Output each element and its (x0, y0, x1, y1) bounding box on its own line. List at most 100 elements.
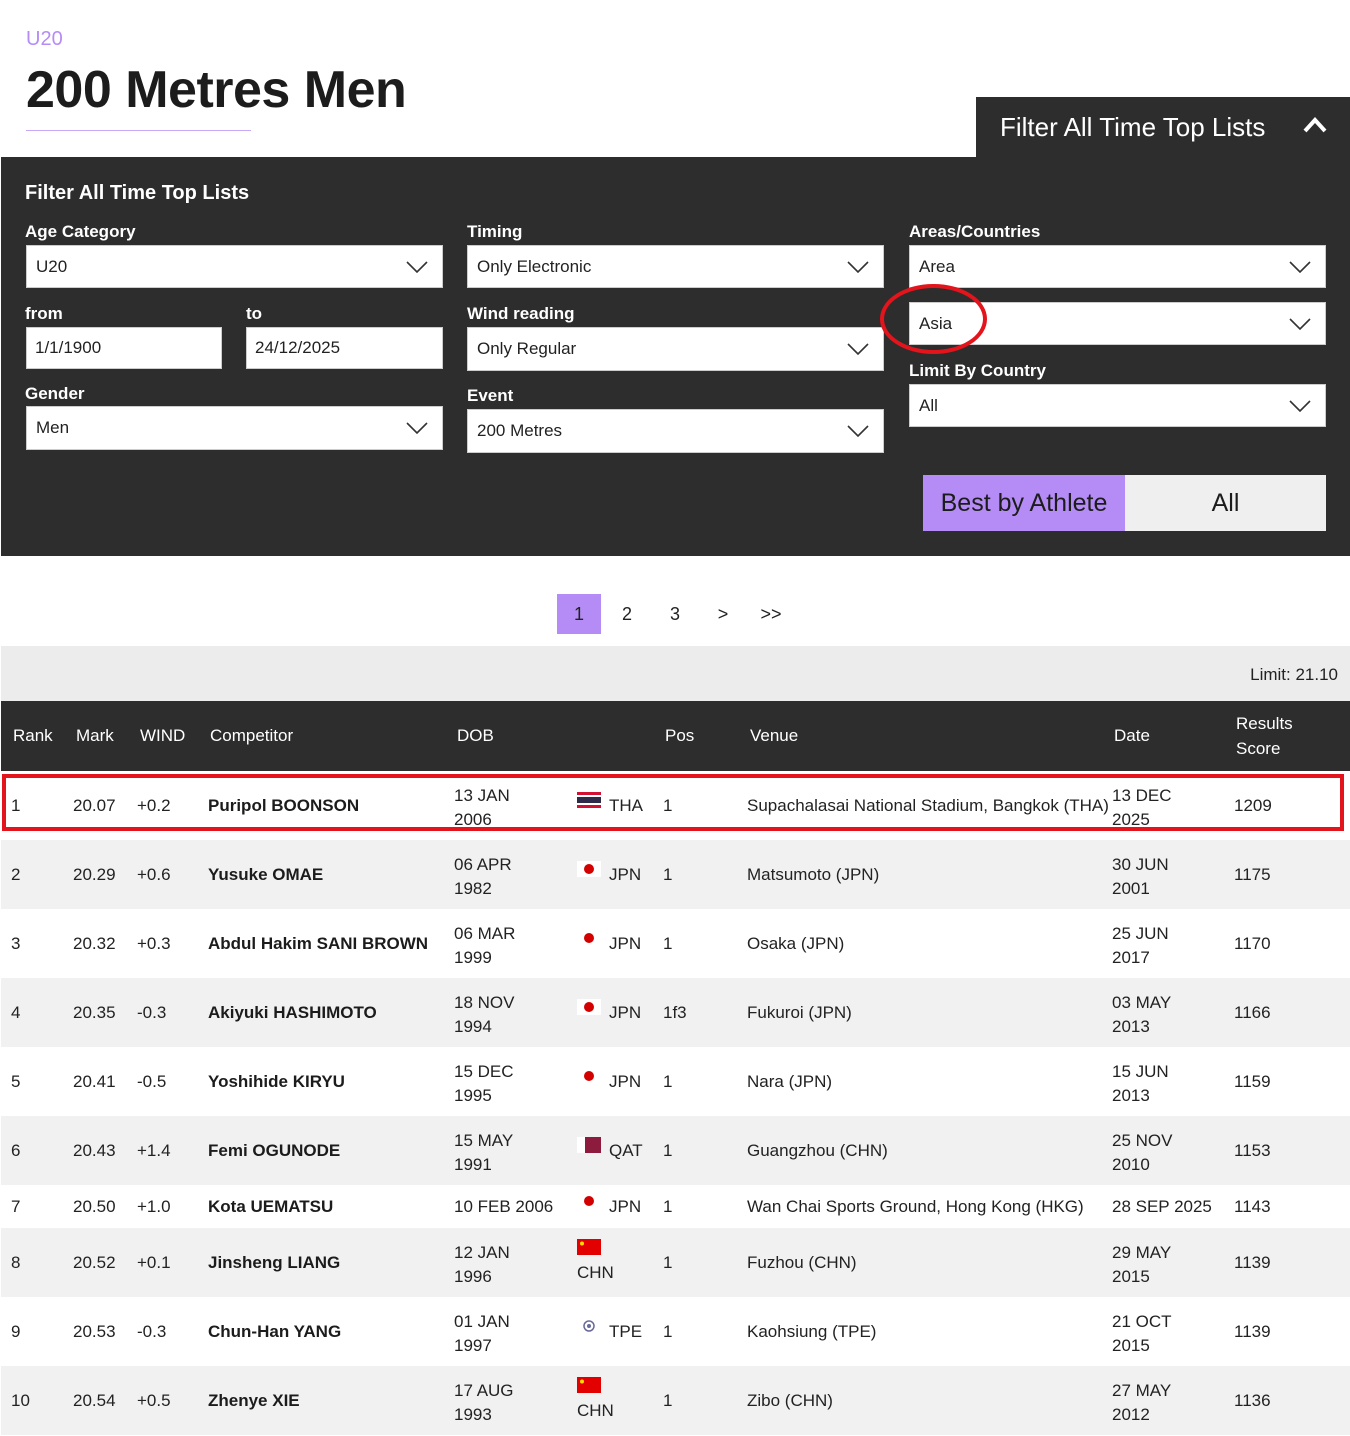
country-code: JPN (609, 1197, 642, 1216)
limit-country-select[interactable]: All (909, 384, 1326, 427)
to-date-input[interactable]: 24/12/2025 (246, 327, 443, 369)
score-cell: 1170 (1234, 934, 1271, 953)
venue-cell: Wan Chai Sports Ground, Hong Kong (HKG) (747, 1197, 1084, 1216)
dob-year-cell: 1997 (454, 1336, 492, 1355)
area-type-value: Area (919, 256, 955, 276)
pos-cell: 1f3 (663, 1003, 687, 1022)
chevron-down-icon (1289, 399, 1311, 412)
dob-day-cell: 12 JAN (454, 1243, 510, 1262)
page-1-button[interactable]: 1 (557, 594, 601, 634)
competitor-link[interactable]: Akiyuki HASHIMOTO (208, 1003, 377, 1022)
date-day-cell: 15 JUN (1112, 1062, 1169, 1081)
mark-cell: 20.52 (73, 1253, 116, 1272)
date-year-cell: 2010 (1112, 1155, 1150, 1174)
area-select[interactable]: Asia (909, 302, 1326, 345)
competitor-link[interactable]: Jinsheng LIANG (208, 1253, 341, 1272)
pos-cell: 1 (663, 1141, 673, 1160)
competitor-link[interactable]: Zhenye XIE (208, 1391, 300, 1410)
venue-cell: Matsumoto (JPN) (747, 865, 880, 884)
col-score-2: Score (1236, 739, 1281, 758)
col-mark: Mark (76, 726, 114, 745)
area-type-select[interactable]: Area (909, 245, 1326, 288)
venue-cell: Zibo (CHN) (747, 1391, 833, 1410)
competitor-link[interactable]: Puripol BOONSON (208, 796, 360, 815)
col-venue: Venue (750, 726, 799, 745)
date-year-cell: 2015 (1112, 1336, 1150, 1355)
pos-cell: 1 (663, 1322, 673, 1341)
flag-icon (577, 1377, 601, 1398)
flag-icon (577, 930, 601, 951)
rank-cell: 2 (11, 865, 21, 884)
wind-field-label: Wind reading (467, 304, 575, 323)
filter-toggle-button[interactable]: Filter All Time Top Lists (976, 97, 1350, 157)
venue-cell: Guangzhou (CHN) (747, 1141, 888, 1160)
mark-cell: 20.43 (73, 1141, 116, 1160)
country-code: QAT (609, 1141, 643, 1160)
competitor-link[interactable]: Abdul Hakim SANI BROWN (208, 934, 429, 953)
rank-cell: 5 (11, 1072, 21, 1091)
pos-cell: 1 (663, 796, 673, 815)
competitor-link[interactable]: Chun-Han YANG (208, 1322, 342, 1341)
wind-cell: -0.3 (137, 1003, 167, 1022)
col-competitor: Competitor (210, 726, 294, 745)
rank-cell: 8 (11, 1253, 21, 1272)
page-title: 200 Metres Men (26, 61, 407, 119)
rank-cell: 3 (11, 934, 21, 953)
competitor-link[interactable]: Yusuke OMAE (208, 865, 324, 884)
gender-value: Men (36, 418, 70, 437)
title-underline (26, 130, 251, 131)
flag-icon (577, 1068, 601, 1089)
dob-day-cell: 06 APR (454, 855, 512, 874)
date-day-cell: 25 NOV (1112, 1131, 1173, 1150)
mark-cell: 20.50 (73, 1197, 116, 1216)
flag-icon (577, 792, 601, 813)
mark-cell: 20.35 (73, 1003, 116, 1022)
dob-year-cell: 1996 (454, 1267, 492, 1286)
page-2-button[interactable]: 2 (621, 603, 632, 624)
date-day-cell: 29 MAY (1112, 1243, 1172, 1262)
limit-country-value: All (919, 395, 938, 415)
date-year-cell: 2012 (1112, 1405, 1150, 1424)
flag-icon (577, 1193, 601, 1214)
flag-icon (577, 999, 601, 1020)
score-cell: 1159 (1234, 1072, 1271, 1091)
age-category-select[interactable]: U20 (26, 245, 443, 288)
wind-cell: +1.4 (137, 1141, 171, 1160)
competitor-link[interactable]: Yoshihide KIRYU (208, 1072, 345, 1091)
mark-cell: 20.32 (73, 934, 116, 953)
date-year-cell: 2017 (1112, 948, 1150, 967)
venue-cell: Fukuroi (JPN) (747, 1003, 852, 1022)
competitor-link[interactable]: Femi OGUNODE (208, 1141, 341, 1160)
score-cell: 1209 (1234, 796, 1272, 815)
table-row: 10 20.54 +0.5 Zhenye XIE 17 AUG 1993 CHN 1 Zibo … (1, 1366, 1350, 1435)
date-cell: 28 SEP 2025 (1112, 1197, 1212, 1216)
wind-cell: -0.5 (137, 1072, 167, 1091)
wind-value: Only Regular (477, 339, 577, 358)
date-day-cell: 21 OCT (1112, 1312, 1172, 1331)
mark-cell: 20.41 (73, 1072, 116, 1091)
table-row: 7 20.50 +1.0 Kota UEMATSU 10 FEB 2006 JPN 1 Wan… (1, 1185, 1350, 1228)
all-results-toggle[interactable]: All (1125, 475, 1326, 531)
next-page-button[interactable]: > (717, 603, 729, 624)
table-row: 1 20.07 +0.2 Puripol BOONSON 13 JAN 2006 THA 1 S… (1, 771, 1350, 840)
last-page-button[interactable]: >> (760, 603, 782, 624)
from-date-input[interactable]: 1/1/1900 (26, 327, 222, 369)
date-day-cell: 13 DEC (1112, 786, 1172, 805)
page-3-button[interactable]: 3 (669, 603, 680, 624)
competitor-link[interactable]: Kota UEMATSU (208, 1197, 334, 1216)
gender-field-label: Gender (25, 384, 85, 403)
table-row: 9 20.53 -0.3 Chun-Han YANG 01 JAN 1997 TPE 1 Kao… (1, 1297, 1350, 1366)
country-code: JPN (609, 865, 642, 884)
country-code: JPN (609, 934, 642, 953)
chevron-down-icon (847, 343, 869, 355)
timing-select[interactable]: Only Electronic (467, 245, 884, 288)
table-row: 4 20.35 -0.3 Akiyuki HASHIMOTO 18 NOV 1994 JPN… (1, 978, 1350, 1047)
pos-cell: 1 (663, 865, 673, 884)
best-by-athlete-toggle[interactable]: Best by Athlete (923, 475, 1125, 531)
chevron-down-icon (847, 425, 869, 437)
event-select[interactable]: 200 Metres (467, 409, 884, 453)
limit-bar: Limit: 21.10 (1, 646, 1350, 701)
wind-select[interactable]: Only Regular (467, 327, 884, 371)
score-cell: 1139 (1234, 1253, 1271, 1272)
gender-select[interactable]: Men (26, 406, 443, 450)
